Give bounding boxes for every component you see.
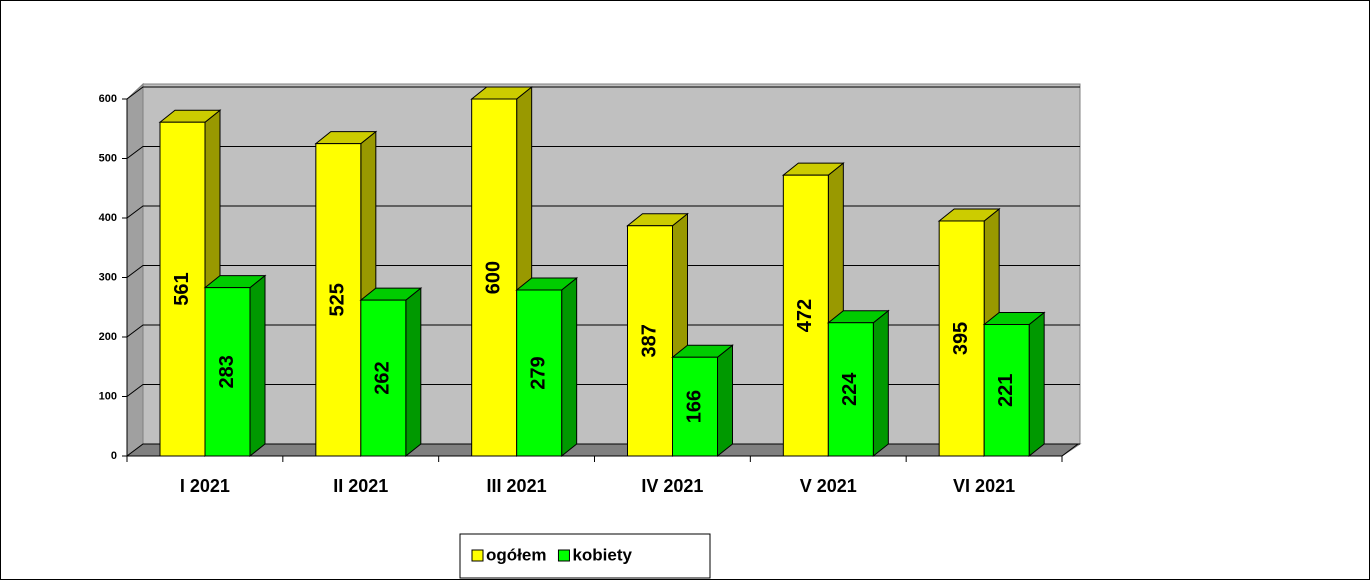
grid-line: [126, 324, 1080, 338]
bar-side: [872, 309, 889, 458]
data-label: 387: [638, 324, 660, 357]
grid-line: [126, 384, 1080, 397]
grid-line: [126, 443, 1080, 457]
bar: [938, 220, 985, 457]
bar-side: [561, 276, 578, 458]
data-label: 561: [171, 272, 193, 305]
data-label: 279: [527, 356, 549, 389]
y-tick-label: 200: [99, 331, 117, 343]
x-tick-label: III 2021: [487, 476, 547, 496]
data-label: 283: [216, 355, 238, 388]
bar-side: [1028, 311, 1045, 458]
bar: [471, 98, 518, 457]
bar: [627, 225, 673, 457]
data-label: 525: [327, 283, 349, 316]
bar-side: [405, 287, 422, 458]
x-tick-label: II 2021: [333, 476, 388, 496]
data-label: 472: [794, 299, 816, 332]
grid-line: [126, 265, 1080, 278]
data-label: 600: [482, 261, 504, 294]
y-tick-label: 500: [99, 152, 117, 164]
bar-side: [717, 344, 733, 458]
bar: [827, 322, 874, 457]
data-label: 166: [683, 390, 705, 423]
legend-swatch: [557, 549, 570, 562]
legend-label: kobiety: [572, 545, 632, 564]
grid-line: [126, 146, 1080, 159]
x-tick-label: V 2021: [800, 476, 857, 496]
grid-line: [126, 86, 1080, 100]
legend-box: [459, 533, 711, 579]
x-tick-label: VI 2021: [953, 476, 1015, 496]
y-tick-label: 100: [99, 390, 117, 402]
bar-side: [249, 274, 266, 458]
bar: [672, 356, 718, 457]
bar: [360, 299, 407, 457]
data-label: 221: [995, 374, 1017, 407]
data-label: 224: [839, 372, 861, 406]
bar: [204, 287, 251, 457]
data-label: 262: [372, 361, 394, 394]
y-tick-label: 600: [99, 93, 117, 105]
side-wall: [126, 82, 144, 457]
x-tick-label: I 2021: [180, 476, 230, 496]
y-tick-label: 400: [99, 212, 117, 224]
floor: [125, 443, 1082, 457]
bar: [516, 289, 563, 457]
y-tick-label: 300: [99, 271, 117, 283]
legend-label: ogółem: [486, 545, 546, 564]
bar: [159, 121, 206, 457]
bar: [782, 174, 829, 457]
legend-swatch: [471, 549, 484, 562]
data-label: 395: [950, 322, 972, 355]
bar: [983, 324, 1030, 457]
y-tick-label: 0: [111, 450, 117, 462]
x-tick-label: IV 2021: [641, 476, 703, 496]
grid-line: [126, 205, 1080, 219]
